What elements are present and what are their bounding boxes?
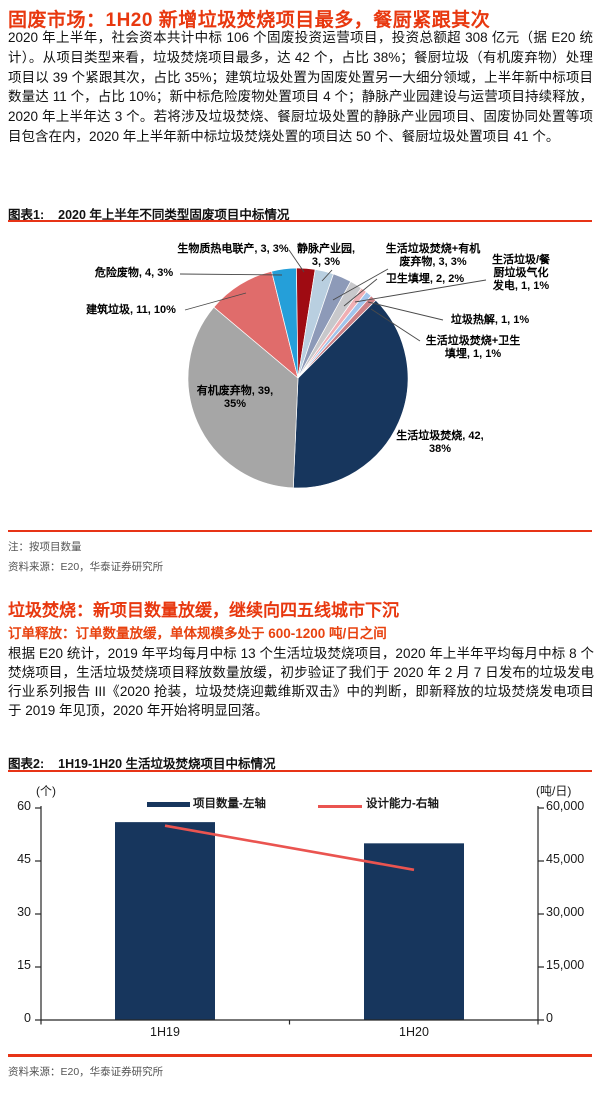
figure2-bottom-rule [8,1054,592,1057]
left-axis-unit: (个) [36,784,56,798]
pie-label-construction-waste: 建筑垃圾, 11, 10% [86,304,176,316]
figure1-caption-label: 图表1: [8,208,45,222]
figure1-note: 注：按项目数量 [8,541,82,553]
pie-slices [187,267,409,489]
page-title: 固废市场：1H20 新增垃圾焚烧项目最多，餐厨紧跟其次 [8,10,491,31]
axis-ticks [35,807,544,1021]
figure1-bottom-rule [8,530,592,532]
left-tick-45: 45 [17,852,31,866]
legend-line-label: 设计能力-右轴 [366,798,439,810]
section2-paragraph: 根据 E20 统计，2019 年平均每月中标 13 个生活垃圾焚烧项目，2020… [8,646,594,718]
pie-label-gasification: 生活垃圾/餐厨垃圾气化发电, 1, 1% [491,254,551,292]
pie-label-incin-plus-organic: 生活垃圾焚烧+有机废弃物, 3, 3% [385,243,481,268]
section2-subtitle: 订单释放：订单数量放缓，单体规模多处于 600-1200 吨/日之间 [8,626,387,641]
category-1h20: 1H20 [399,1025,429,1039]
right-axis-unit: (吨/日) [536,784,572,798]
pie-canvas [179,249,487,489]
left-tick-15: 15 [17,958,31,972]
section2-title: 垃圾焚烧：新项目数量放缓，继续向四五线城市下沉 [8,601,399,620]
figure2-caption: 图表2: 1H19-1H20 生活垃圾焚烧项目中标情况 [8,753,276,772]
pie-label-sanitary-landfill: 卫生填埋, 2, 2% [385,273,465,285]
left-tick-0: 0 [24,1011,31,1025]
legend-bar-swatch [147,802,190,807]
pie-label-incin-plus-landfill: 生活垃圾焚烧+卫生填埋, 1, 1% [425,335,521,360]
figure1-pie-chart: 生活垃圾焚烧, 42, 38% 有机废弃物, 39, 35% 建筑垃圾, 11,… [0,224,600,530]
right-tick-30000: 30,000 [546,905,585,919]
figure2-caption-title: 1H19-1H20 生活垃圾焚烧项目中标情况 [58,757,276,771]
legend-line-swatch [318,805,362,808]
right-tick-45000: 45,000 [546,852,585,866]
right-tick-60000: 60,000 [546,799,585,813]
pie-label-msw-incineration: 生活垃圾焚烧, 42, 38% [396,430,484,455]
figure1-top-rule [8,220,592,222]
left-tick-30: 30 [17,905,31,919]
figure2-source: 资料来源：E20，华泰证券研究所 [8,1066,164,1078]
pie-label-biomass-chp: 生物质热电联产, 3, 3% [177,243,289,255]
design-capacity-line [164,824,415,872]
figure2-bar-chart: (个) (吨/日) 项目数量-左轴 设计能力-右轴 60 45 30 15 0 … [0,780,600,1080]
category-1h19: 1H19 [150,1025,180,1039]
section1-paragraph: 2020 年上半年，社会资本共计中标 106 个固废投资运营项目，投资总额超 3… [8,30,593,144]
figure2-caption-label: 图表2: [8,757,45,771]
pie-label-pyrolysis: 垃圾热解, 1, 1% [450,314,530,326]
left-tick-60: 60 [17,799,31,813]
axes [40,806,539,1025]
pie-label-organic-waste: 有机废弃物, 39, 35% [196,385,274,410]
right-tick-0: 0 [546,1011,553,1025]
bar-series [115,822,464,1020]
pie-label-hazardous-waste: 危险废物, 4, 3% [94,267,174,279]
legend-bar-label: 项目数量-左轴 [193,798,266,810]
bar-chart-canvas [35,806,544,1025]
right-tick-15000: 15,000 [546,958,585,972]
figure1-source: 资料来源：E20，华泰证券研究所 [8,561,164,573]
pie-label-eco-park: 静脉产业园, 3, 3% [296,243,356,268]
figure1-caption-title: 2020 年上半年不同类型固废项目中标情况 [58,208,290,222]
figure2-top-rule [8,770,592,772]
figure1-caption: 图表1: 2020 年上半年不同类型固废项目中标情况 [8,204,289,223]
pie-leader-lines [179,249,487,342]
